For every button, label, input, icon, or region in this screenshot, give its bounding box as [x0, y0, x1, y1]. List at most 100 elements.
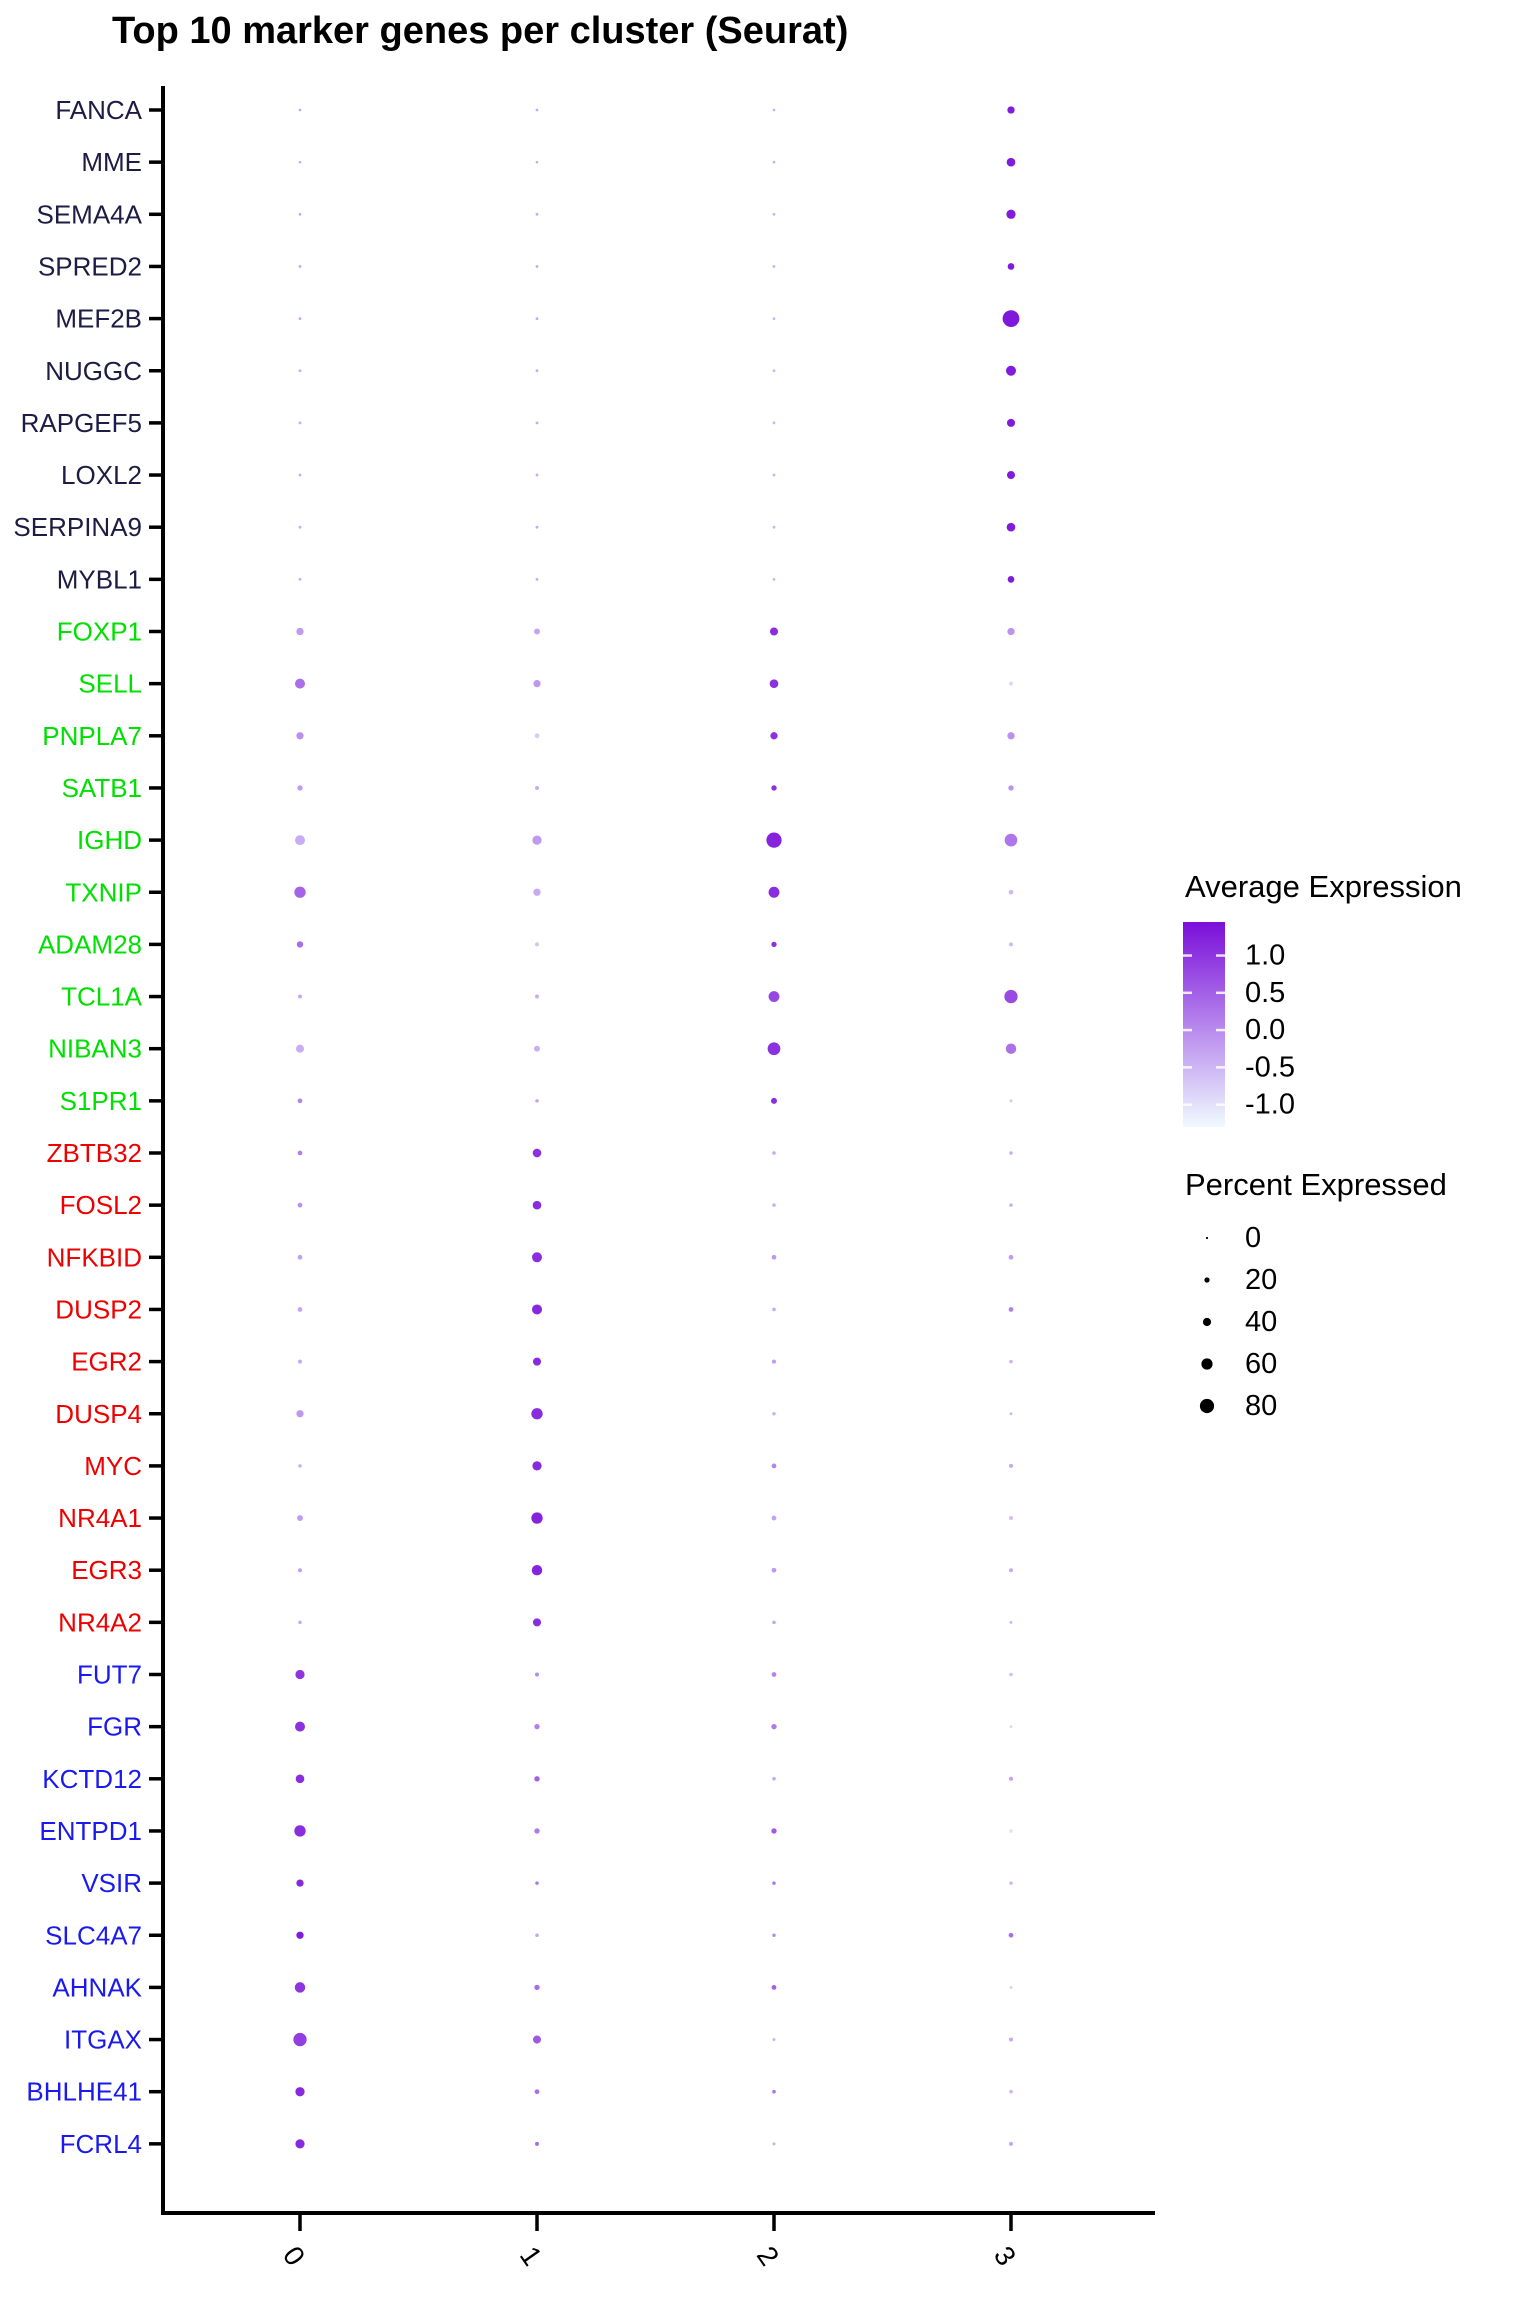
dot-fgr-cluster3: [1009, 1725, 1013, 1729]
dot-fgr-cluster0: [295, 1721, 305, 1732]
colorbar-label: 0.5: [1245, 977, 1285, 1009]
gene-label-fgr: FGR: [87, 1712, 142, 1742]
dot-zbtb32-cluster2: [772, 1151, 776, 1155]
dot-spred2-cluster1: [535, 265, 539, 268]
size-legend-label-20: 20: [1245, 1264, 1277, 1296]
dot-fosl2-cluster1: [532, 1200, 542, 1210]
dot-nuggc-cluster1: [535, 369, 539, 373]
dot-rapgef5-cluster3: [1006, 418, 1016, 427]
gene-label-ahnak: AHNAK: [52, 1972, 142, 2002]
colorbar-label: 0.0: [1245, 1014, 1285, 1046]
size-legend-dot-0: [1205, 1236, 1209, 1240]
gene-label-nr4a2: NR4A2: [58, 1607, 142, 1637]
dot-mef2b-cluster3: [1002, 310, 1020, 327]
gene-label-mef2b: MEF2B: [55, 304, 142, 334]
dot-fcrl4-cluster3: [1009, 2141, 1013, 2146]
gene-label-serpina9: SERPINA9: [13, 512, 142, 542]
dot-txnip-cluster0: [294, 886, 306, 898]
dot-nr4a1-cluster3: [1009, 1516, 1013, 1521]
gene-label-zbtb32: ZBTB32: [47, 1138, 142, 1168]
dot-slc4a7-cluster1: [535, 1933, 539, 1938]
colorbar-label: -0.5: [1245, 1051, 1295, 1083]
dot-dusp4-cluster1: [531, 1408, 543, 1420]
gene-label-entpd1: ENTPD1: [39, 1816, 142, 1846]
gene-label-mme: MME: [81, 147, 142, 177]
dot-egr2-cluster3: [1009, 1359, 1013, 1364]
dot-egr3-cluster0: [298, 1568, 302, 1573]
dot-rapgef5-cluster1: [535, 421, 539, 425]
dot-mme-cluster1: [535, 160, 539, 164]
dot-nr4a2-cluster0: [298, 1620, 302, 1625]
dot-mybl1-cluster2: [772, 577, 776, 581]
dot-itgax-cluster0: [293, 2032, 307, 2047]
dot-ighd-cluster2: [766, 832, 782, 848]
dot-satb1-cluster1: [535, 785, 539, 790]
dot-slc4a7-cluster2: [772, 1933, 776, 1938]
dot-bhlhe41-cluster1: [534, 2089, 540, 2095]
dot-mme-cluster3: [1006, 157, 1016, 167]
dot-fanca-cluster1: [535, 108, 539, 112]
gene-label-bhlhe41: BHLHE41: [26, 2077, 142, 2107]
size-legend-dot-60: [1201, 1358, 1213, 1370]
dot-sema4a-cluster2: [772, 212, 776, 216]
dot-serpina9-cluster3: [1006, 522, 1016, 532]
dot-ahnak-cluster0: [294, 1982, 306, 1993]
gene-label-foxp1: FOXP1: [57, 617, 142, 647]
size-legend-dot-20: [1204, 1277, 1210, 1283]
dot-ahnak-cluster1: [534, 1984, 540, 1991]
dot-loxl2-cluster0: [298, 473, 302, 477]
dot-loxl2-cluster2: [772, 473, 776, 477]
dot-tcl1a-cluster3: [1004, 989, 1018, 1004]
gene-label-nuggc: NUGGC: [45, 356, 142, 386]
dot-adam28-cluster3: [1009, 942, 1013, 947]
cluster-label-1: 1: [514, 2241, 548, 2272]
dot-niban3-cluster1: [534, 1045, 540, 1052]
dot-myc-cluster1: [532, 1461, 542, 1471]
dot-myc-cluster3: [1009, 1463, 1013, 1468]
dot-serpina9-cluster2: [772, 525, 776, 529]
dot-bhlhe41-cluster0: [295, 2087, 305, 2097]
dot-loxl2-cluster1: [535, 473, 539, 477]
dot-mybl1-cluster1: [535, 577, 539, 581]
dot-sell-cluster1: [533, 680, 541, 688]
gene-label-ighd: IGHD: [77, 825, 142, 855]
dot-txnip-cluster1: [533, 888, 541, 896]
dot-fut7-cluster3: [1009, 1672, 1013, 1677]
gene-label-sell: SELL: [78, 669, 142, 699]
dot-foxp1-cluster1: [534, 628, 540, 635]
dot-dusp2-cluster2: [772, 1307, 776, 1312]
dot-tcl1a-cluster0: [298, 994, 302, 999]
dot-adam28-cluster0: [296, 941, 304, 948]
dot-pnpla7-cluster1: [534, 733, 540, 739]
dot-s1pr1-cluster0: [297, 1098, 303, 1104]
legend-title-percent-expressed: Percent Expressed: [1185, 1167, 1447, 1202]
dot-slc4a7-cluster3: [1008, 1932, 1014, 1938]
dot-pnpla7-cluster2: [770, 732, 778, 740]
gene-label-dusp2: DUSP2: [55, 1294, 142, 1324]
colorbar: [1183, 922, 1225, 1127]
dot-egr3-cluster3: [1009, 1568, 1013, 1573]
dot-dusp2-cluster3: [1008, 1307, 1014, 1312]
gene-label-itgax: ITGAX: [64, 2025, 142, 2055]
dot-ahnak-cluster3: [1009, 1985, 1013, 1989]
gene-label-dusp4: DUSP4: [55, 1399, 142, 1429]
dot-entpd1-cluster3: [1009, 1829, 1013, 1833]
dot-spred2-cluster3: [1007, 263, 1015, 270]
gene-label-egr2: EGR2: [71, 1347, 142, 1377]
gene-label-myc: MYC: [84, 1451, 142, 1481]
dot-nr4a1-cluster2: [771, 1515, 777, 1521]
dot-foxp1-cluster0: [296, 627, 304, 636]
dot-sema4a-cluster3: [1006, 209, 1016, 219]
gene-label-fut7: FUT7: [77, 1660, 142, 1690]
dot-fosl2-cluster2: [772, 1203, 776, 1207]
dot-fcrl4-cluster2: [772, 2142, 776, 2146]
dot-bhlhe41-cluster3: [1009, 2089, 1013, 2094]
dot-myc-cluster0: [298, 1464, 302, 1468]
gene-label-fosl2: FOSL2: [60, 1190, 142, 1220]
dot-ighd-cluster1: [532, 835, 542, 845]
gene-label-satb1: SATB1: [62, 773, 142, 803]
dot-dusp2-cluster1: [532, 1304, 542, 1315]
gene-label-fcrl4: FCRL4: [60, 2129, 142, 2159]
